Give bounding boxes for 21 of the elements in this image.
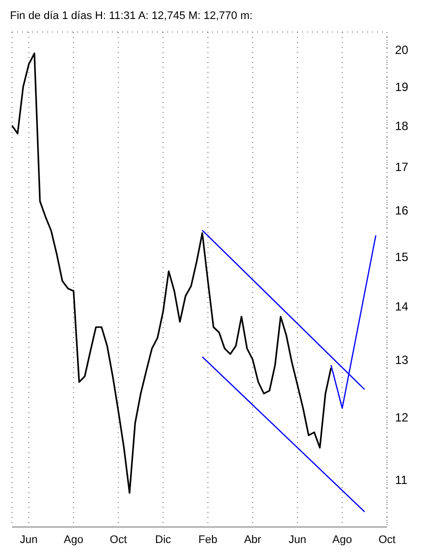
x-tick-label: Abr (244, 534, 262, 546)
chart-title: Fin de día 1 días H: 11:31 A: 12,745 M: 12,770 m: (9, 9, 254, 24)
x-tick-label: Ago (332, 534, 352, 546)
x-tick-label: Feb (198, 534, 218, 546)
x-tick-label: Ago (64, 534, 84, 546)
y-tick-label: 14 (395, 300, 409, 314)
x-tick-label: Oct (110, 534, 127, 546)
y-tick-label: 16 (395, 204, 409, 218)
y-tick-label: 17 (395, 160, 409, 174)
x-tick-label: Jun (20, 534, 38, 546)
x-tick-label: Oct (378, 534, 396, 546)
line-series (11, 52, 332, 494)
y-tick-label: 19 (395, 80, 409, 94)
y-tick-label: 15 (395, 250, 409, 264)
y-tick-label: 12 (395, 410, 409, 424)
x-tick-label: Jun (288, 534, 306, 546)
x-tick-label: Dic (155, 534, 172, 546)
y-tick-label: 13 (395, 352, 409, 367)
y-tick-label: 20 (395, 43, 409, 58)
y-tick-label: 18 (395, 118, 409, 133)
y-tick-label: 11 (395, 472, 408, 487)
